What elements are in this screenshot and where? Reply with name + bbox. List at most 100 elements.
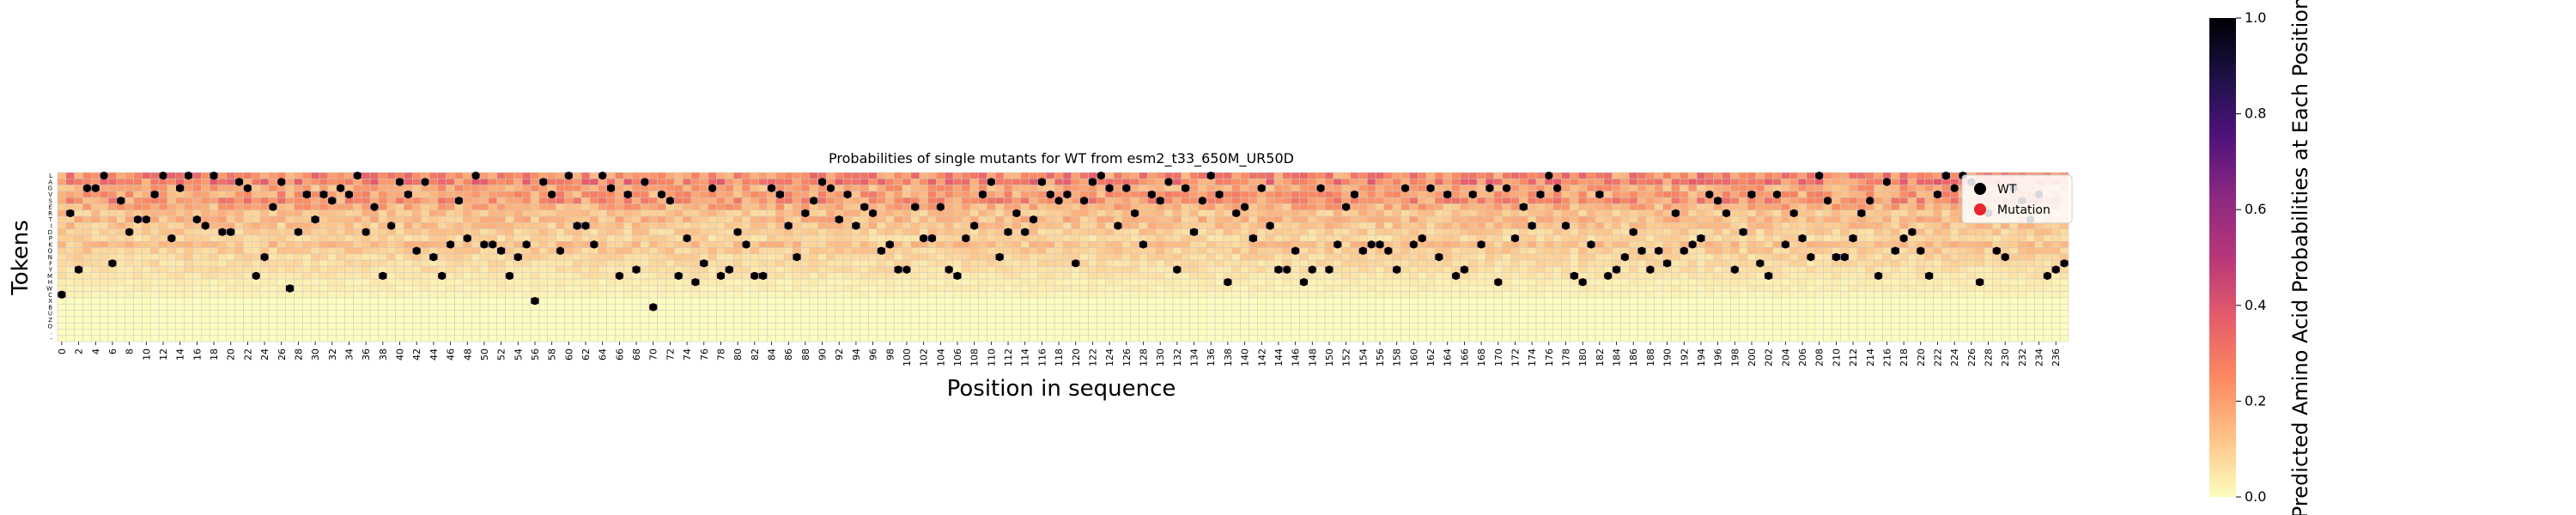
heatmap-cell: [192, 203, 202, 211]
heatmap-cell: [690, 316, 701, 324]
heatmap-cell: [1315, 222, 1326, 229]
heatmap-cell: [809, 172, 818, 179]
heatmap-cell: [623, 278, 633, 286]
heatmap-cell: [1046, 259, 1055, 267]
heatmap-cell: [1113, 203, 1123, 211]
heatmap-cell: [209, 209, 219, 217]
heatmap-cell: [395, 303, 404, 311]
heatmap-cell: [412, 203, 422, 211]
heatmap-cell: [1155, 185, 1165, 192]
heatmap-cell: [1375, 310, 1385, 318]
heatmap-cell: [758, 185, 768, 192]
heatmap-cell: [665, 172, 675, 179]
heatmap-cell: [125, 222, 134, 229]
heatmap-cell: [580, 185, 591, 192]
heatmap-cell: [800, 222, 811, 229]
heatmap-cell: [125, 297, 134, 305]
heatmap-cell: [817, 247, 827, 255]
heatmap-cell: [1595, 310, 1605, 318]
heatmap-cell: [201, 329, 210, 336]
heatmap-cell: [125, 278, 134, 286]
heatmap-cell: [446, 272, 455, 280]
heatmap-cell: [725, 209, 734, 217]
heatmap-cell: [1029, 291, 1038, 299]
heatmap-cell: [1586, 278, 1596, 286]
heatmap-cell: [496, 335, 506, 342]
heatmap-cell: [133, 209, 143, 217]
heatmap-cell: [1282, 203, 1291, 211]
heatmap-cell: [1198, 316, 1207, 324]
heatmap-cell: [1544, 203, 1553, 211]
heatmap-cell: [1333, 322, 1342, 330]
heatmap-cell: [868, 266, 878, 273]
heatmap-cell: [378, 228, 388, 236]
heatmap-cell: [116, 185, 125, 192]
heatmap-cell: [978, 185, 987, 192]
heatmap-cell: [547, 247, 556, 255]
heatmap-cell: [1460, 259, 1469, 267]
heatmap-cell: [294, 291, 303, 299]
heatmap-cell: [547, 203, 556, 211]
heatmap-cell: [1476, 228, 1486, 236]
heatmap-cell: [893, 259, 903, 267]
heatmap-cell: [1249, 310, 1258, 318]
heatmap-cell: [1552, 303, 1562, 311]
heatmap-cell: [877, 241, 886, 248]
heatmap-cell: [1282, 291, 1291, 299]
heatmap-cell: [868, 172, 878, 179]
heatmap-cell: [1468, 179, 1478, 185]
heatmap-cell: [868, 215, 878, 223]
heatmap-cell: [1476, 310, 1486, 318]
heatmap-cell: [521, 209, 532, 217]
heatmap-cell: [987, 234, 996, 242]
heatmap-cell: [310, 234, 320, 242]
heatmap-cell: [682, 272, 692, 280]
heatmap-cell: [851, 228, 861, 236]
heatmap-cell: [936, 179, 945, 185]
heatmap-cell: [513, 234, 523, 242]
heatmap-cell: [1113, 285, 1123, 292]
heatmap-cell: [800, 197, 811, 204]
heatmap-cell: [1282, 278, 1291, 286]
heatmap-cell: [1510, 303, 1520, 311]
heatmap-cell: [1460, 172, 1469, 179]
heatmap-cell: [860, 266, 869, 273]
heatmap-cell: [1037, 197, 1047, 204]
heatmap-cell: [1552, 272, 1562, 280]
heatmap-cell: [606, 179, 616, 185]
heatmap-cell: [82, 297, 92, 305]
heatmap-cell: [1586, 203, 1596, 211]
heatmap-cell: [294, 259, 303, 267]
heatmap-cell: [784, 303, 793, 311]
heatmap-cell: [1519, 272, 1528, 280]
heatmap-cell: [690, 272, 701, 280]
heatmap-cell: [826, 278, 835, 286]
heatmap-cell: [1392, 259, 1401, 267]
heatmap-cell: [1097, 291, 1106, 299]
heatmap-cell: [1451, 278, 1461, 286]
heatmap-cell: [1392, 278, 1401, 286]
heatmap-cell: [1544, 335, 1553, 342]
heatmap-cell: [530, 215, 540, 223]
heatmap-cell: [294, 303, 303, 311]
heatmap-cell: [910, 272, 920, 280]
heatmap-cell: [842, 303, 853, 311]
heatmap-cell: [1273, 172, 1284, 179]
heatmap-cell: [817, 209, 827, 217]
heatmap-cell: [521, 266, 532, 273]
heatmap-cell: [1139, 303, 1148, 311]
heatmap-cell: [1172, 179, 1182, 185]
heatmap-cell: [767, 310, 776, 318]
heatmap-cell: [1425, 253, 1436, 261]
heatmap-cell: [505, 329, 514, 336]
heatmap-cell: [285, 203, 295, 211]
heatmap-cell: [310, 241, 320, 248]
heatmap-cell: [1468, 215, 1478, 223]
heatmap-cell: [1367, 228, 1376, 236]
heatmap-cell: [987, 322, 996, 330]
heatmap-cell: [463, 215, 472, 223]
heatmap-cell: [1367, 303, 1376, 311]
heatmap-cell: [767, 209, 776, 217]
heatmap-cell: [446, 209, 455, 217]
heatmap-cell: [226, 172, 235, 179]
